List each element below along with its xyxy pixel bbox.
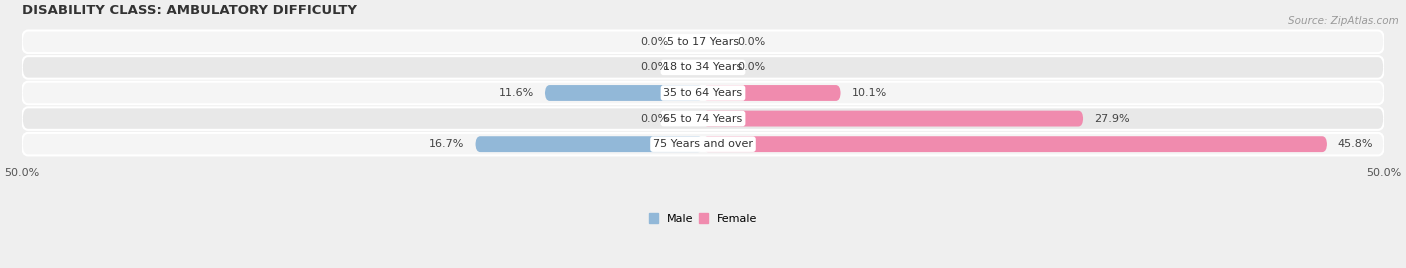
FancyBboxPatch shape <box>21 56 1385 79</box>
Text: 35 to 64 Years: 35 to 64 Years <box>664 88 742 98</box>
Text: 0.0%: 0.0% <box>641 37 669 47</box>
FancyBboxPatch shape <box>21 107 1385 130</box>
FancyBboxPatch shape <box>703 85 841 101</box>
FancyBboxPatch shape <box>475 136 703 152</box>
Text: 16.7%: 16.7% <box>429 139 464 149</box>
Text: 0.0%: 0.0% <box>737 37 765 47</box>
Text: DISABILITY CLASS: AMBULATORY DIFFICULTY: DISABILITY CLASS: AMBULATORY DIFFICULTY <box>21 4 357 17</box>
FancyBboxPatch shape <box>21 31 1385 53</box>
Text: 45.8%: 45.8% <box>1339 139 1374 149</box>
FancyBboxPatch shape <box>703 136 1327 152</box>
Text: 27.9%: 27.9% <box>1094 114 1129 124</box>
Text: 65 to 74 Years: 65 to 74 Years <box>664 114 742 124</box>
Text: 18 to 34 Years: 18 to 34 Years <box>664 62 742 72</box>
Text: 0.0%: 0.0% <box>641 114 669 124</box>
FancyBboxPatch shape <box>546 85 703 101</box>
Text: 0.0%: 0.0% <box>641 62 669 72</box>
FancyBboxPatch shape <box>21 133 1385 155</box>
FancyBboxPatch shape <box>21 82 1385 104</box>
Text: 11.6%: 11.6% <box>499 88 534 98</box>
Text: 10.1%: 10.1% <box>852 88 887 98</box>
Text: 0.0%: 0.0% <box>737 62 765 72</box>
Text: Source: ZipAtlas.com: Source: ZipAtlas.com <box>1288 16 1399 26</box>
Text: 75 Years and over: 75 Years and over <box>652 139 754 149</box>
FancyBboxPatch shape <box>703 111 1083 126</box>
Text: 5 to 17 Years: 5 to 17 Years <box>666 37 740 47</box>
Legend: Male, Female: Male, Female <box>644 209 762 228</box>
